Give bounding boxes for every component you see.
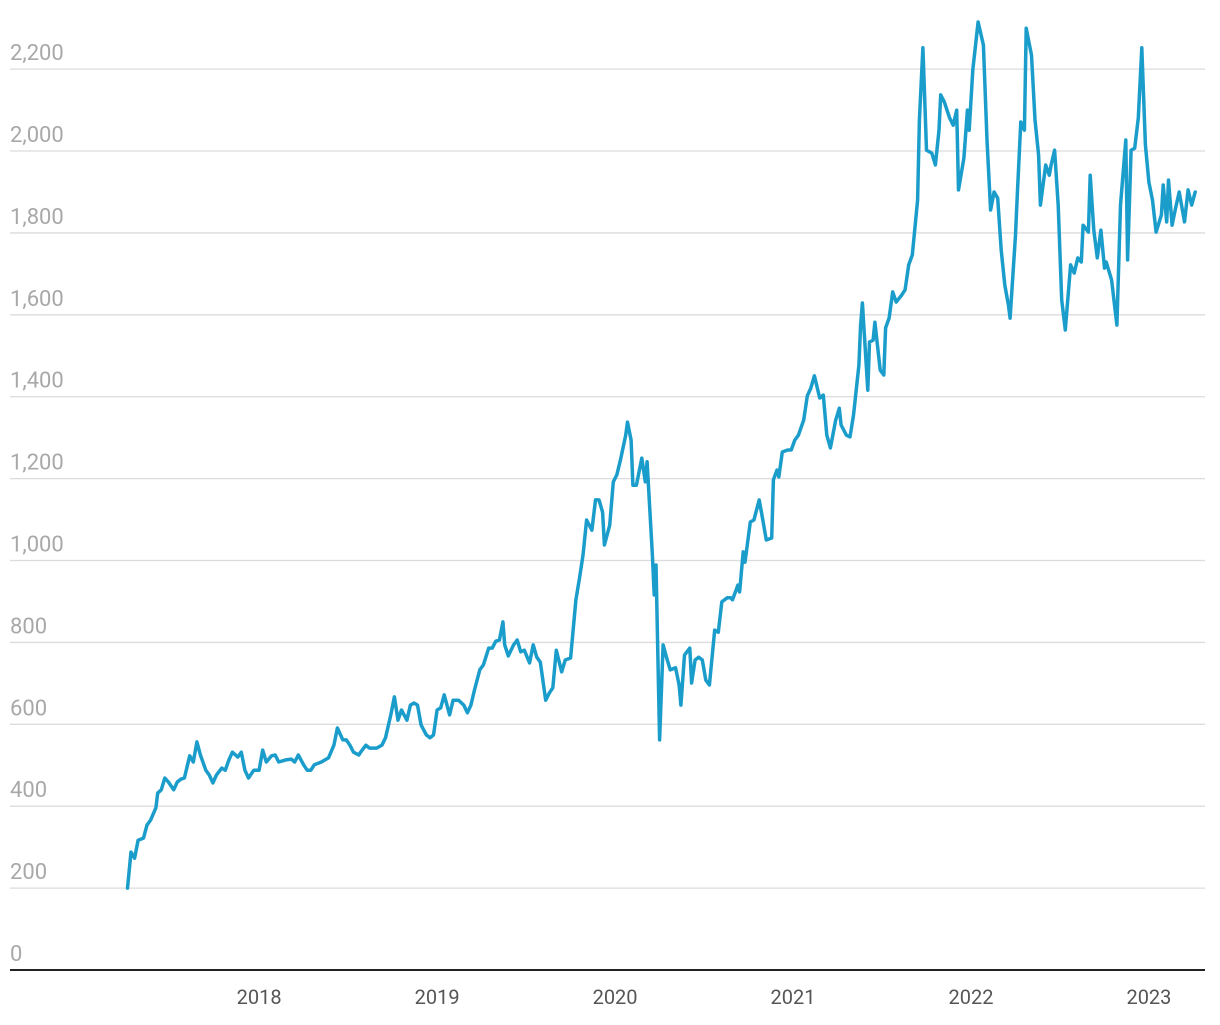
x-tick-label: 2022 — [948, 985, 993, 1009]
y-tick-label: 800 — [10, 614, 47, 639]
y-tick-label: 1,400 — [10, 369, 64, 394]
y-tick-label: 1,200 — [10, 451, 64, 476]
x-tick-label: 2023 — [1126, 985, 1171, 1009]
x-tick-label: 2020 — [593, 985, 638, 1009]
y-tick-label: 0 — [10, 942, 22, 967]
x-tick-label: 2018 — [237, 985, 282, 1009]
y-tick-label: 2,200 — [10, 41, 64, 66]
y-tick-label: 600 — [10, 696, 47, 721]
y-tick-label: 2,000 — [10, 123, 64, 148]
x-tick-label: 2021 — [771, 985, 816, 1009]
x-tick-label: 2019 — [415, 985, 460, 1009]
y-tick-label: 1,000 — [10, 533, 64, 558]
y-tick-label: 400 — [10, 778, 47, 803]
y-tick-label: 1,600 — [10, 287, 64, 312]
y-tick-label: 200 — [10, 860, 47, 885]
data-line — [125, 20, 1197, 890]
y-tick-label: 1,800 — [10, 205, 64, 230]
